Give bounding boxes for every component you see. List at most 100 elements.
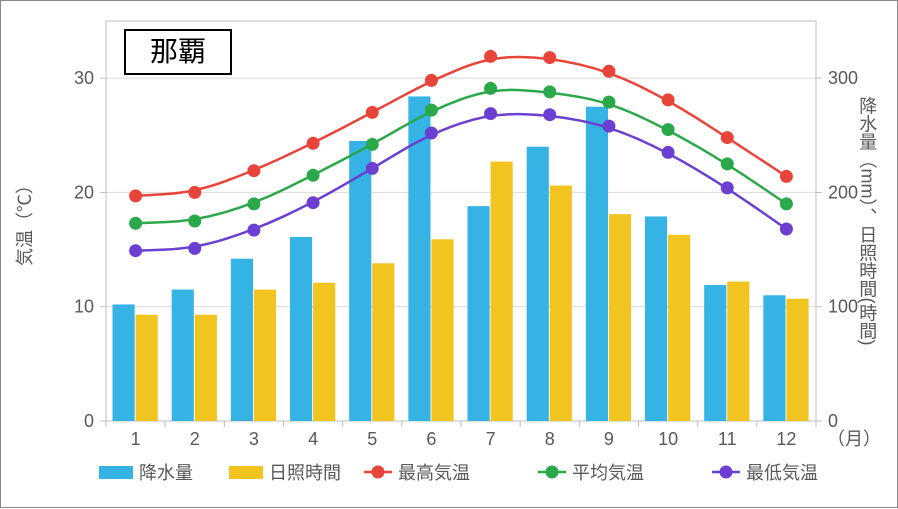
marker-最高気温: [367, 107, 378, 118]
marker-平均気温: [603, 97, 614, 108]
x-axis-labels: 123456789101112（月）: [131, 429, 881, 449]
chart-title-box: 那覇: [124, 29, 232, 75]
bars-group: [113, 96, 809, 421]
bar-降水量: [172, 290, 194, 421]
bar-日照時間: [254, 290, 276, 421]
x-tick-marks: [106, 421, 816, 427]
bar-日照時間: [431, 239, 453, 421]
y-left-labels: 0102030: [74, 68, 106, 431]
marker-最低気温: [485, 108, 496, 119]
marker-最低気温: [663, 147, 674, 158]
legend-label: 日照時間: [269, 463, 341, 483]
marker-最低気温: [722, 182, 733, 193]
legend-swatch: [229, 466, 263, 479]
bar-降水量: [645, 216, 667, 421]
bar-日照時間: [786, 299, 808, 421]
marker-最高気温: [308, 138, 319, 149]
marker-最高気温: [130, 190, 141, 201]
bar-日照時間: [668, 235, 690, 421]
y-right-tick: 300: [828, 68, 858, 88]
bar-日照時間: [550, 186, 572, 421]
y-left-tick: 0: [84, 411, 94, 431]
x-tick-label: 6: [426, 429, 436, 449]
marker-最低気温: [308, 197, 319, 208]
climate-chart: 123456789101112（月）01020300100200300気温（℃）…: [1, 1, 898, 509]
line-最低気温: [136, 114, 787, 251]
legend-swatch: [99, 466, 133, 479]
legend-marker: [547, 467, 558, 478]
marker-平均気温: [189, 216, 200, 227]
bar-降水量: [468, 206, 490, 421]
legend-marker: [373, 467, 384, 478]
marker-最高気温: [426, 75, 437, 86]
marker-最低気温: [130, 245, 141, 256]
marker-最高気温: [603, 66, 614, 77]
y-left-tick: 20: [74, 182, 94, 202]
y-right-tick: 0: [828, 411, 838, 431]
marker-最低気温: [603, 121, 614, 132]
x-tick-label: 11: [718, 429, 737, 449]
marker-最高気温: [189, 187, 200, 198]
bar-日照時間: [727, 282, 749, 421]
bar-日照時間: [372, 263, 394, 421]
marker-平均気温: [485, 83, 496, 94]
bar-日照時間: [609, 214, 631, 421]
bar-降水量: [763, 295, 785, 421]
marker-平均気温: [544, 86, 555, 97]
marker-最低気温: [544, 109, 555, 120]
legend-label: 平均気温: [572, 463, 644, 483]
marker-最低気温: [248, 225, 259, 236]
x-tick-label: 4: [308, 429, 318, 449]
y-right-tick: 100: [828, 297, 858, 317]
marker-最高気温: [485, 51, 496, 62]
x-tick-label: 3: [249, 429, 259, 449]
legend-marker: [721, 467, 732, 478]
x-unit-label: （月）: [827, 429, 881, 449]
x-tick-label: 7: [486, 429, 496, 449]
lines-group: [130, 51, 792, 256]
bar-日照時間: [195, 315, 217, 421]
marker-最低気温: [189, 243, 200, 254]
legend: 降水量 日照時間 最高気温 平均気温 最低気温: [99, 463, 818, 483]
marker-最高気温: [248, 165, 259, 176]
bar-降水量: [527, 147, 549, 421]
bar-降水量: [704, 285, 726, 421]
y-right-title: 降水量（mm）、日照時間(時間): [857, 96, 877, 345]
x-tick-label: 2: [190, 429, 200, 449]
marker-平均気温: [367, 139, 378, 150]
x-tick-label: 1: [131, 429, 141, 449]
chart-title: 那覇: [150, 36, 206, 67]
marker-平均気温: [308, 170, 319, 181]
bar-降水量: [349, 141, 371, 421]
bar-日照時間: [136, 315, 158, 421]
marker-平均気温: [248, 198, 259, 209]
marker-最高気温: [722, 132, 733, 143]
x-tick-label: 8: [545, 429, 555, 449]
marker-最低気温: [367, 163, 378, 174]
y-left-tick: 10: [74, 297, 94, 317]
legend-label: 最高気温: [398, 463, 470, 483]
y-right-labels: 0 100 200 300: [816, 68, 858, 431]
x-tick-label: 10: [658, 429, 678, 449]
marker-平均気温: [130, 218, 141, 229]
marker-最高気温: [663, 94, 674, 105]
marker-最低気温: [426, 128, 437, 139]
legend-label: 最低気温: [746, 463, 818, 483]
y-right-tick: 200: [828, 182, 858, 202]
bar-降水量: [290, 237, 312, 421]
bar-降水量: [586, 107, 608, 421]
y-left-title: 気温（℃）: [15, 176, 35, 266]
marker-最高気温: [544, 52, 555, 63]
marker-平均気温: [781, 198, 792, 209]
bar-日照時間: [491, 162, 513, 421]
line-平均気温: [136, 90, 787, 223]
marker-平均気温: [722, 158, 733, 169]
legend-label: 降水量: [139, 463, 193, 483]
marker-最高気温: [781, 171, 792, 182]
x-tick-label: 12: [776, 429, 796, 449]
marker-平均気温: [663, 124, 674, 135]
marker-最低気温: [781, 224, 792, 235]
chart-container: 123456789101112（月）01020300100200300気温（℃）…: [0, 0, 898, 508]
x-tick-label: 9: [604, 429, 614, 449]
x-tick-label: 5: [367, 429, 377, 449]
